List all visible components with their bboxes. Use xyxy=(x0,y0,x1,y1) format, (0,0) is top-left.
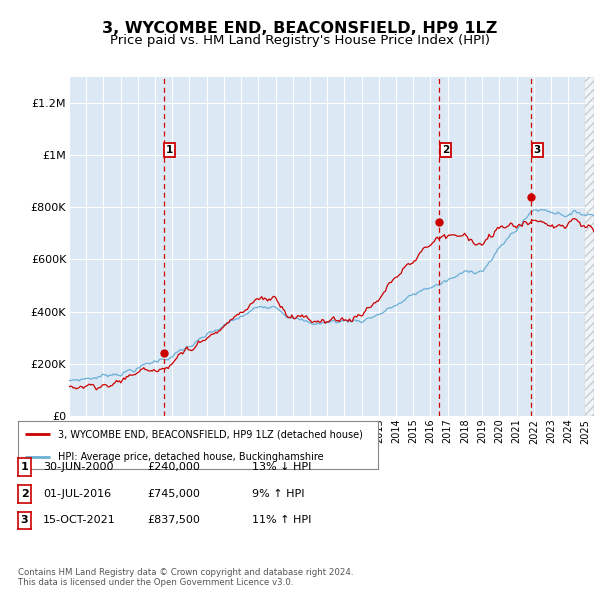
Text: Contains HM Land Registry data © Crown copyright and database right 2024.
This d: Contains HM Land Registry data © Crown c… xyxy=(18,568,353,587)
Text: 1: 1 xyxy=(166,145,173,155)
Text: 11% ↑ HPI: 11% ↑ HPI xyxy=(252,516,311,525)
Text: £745,000: £745,000 xyxy=(147,489,200,499)
Text: 9% ↑ HPI: 9% ↑ HPI xyxy=(252,489,305,499)
Text: 3: 3 xyxy=(533,145,541,155)
Text: 1: 1 xyxy=(21,463,28,472)
Text: Price paid vs. HM Land Registry's House Price Index (HPI): Price paid vs. HM Land Registry's House … xyxy=(110,34,490,47)
Text: 3: 3 xyxy=(21,516,28,525)
Text: HPI: Average price, detached house, Buckinghamshire: HPI: Average price, detached house, Buck… xyxy=(58,452,323,462)
Text: 3, WYCOMBE END, BEACONSFIELD, HP9 1LZ: 3, WYCOMBE END, BEACONSFIELD, HP9 1LZ xyxy=(103,21,497,35)
Text: 3, WYCOMBE END, BEACONSFIELD, HP9 1LZ (detached house): 3, WYCOMBE END, BEACONSFIELD, HP9 1LZ (d… xyxy=(58,429,362,439)
Text: 2: 2 xyxy=(21,489,28,499)
Text: 01-JUL-2016: 01-JUL-2016 xyxy=(43,489,112,499)
Text: 15-OCT-2021: 15-OCT-2021 xyxy=(43,516,116,525)
Text: £240,000: £240,000 xyxy=(147,463,200,472)
Text: 2: 2 xyxy=(442,145,449,155)
Text: £837,500: £837,500 xyxy=(147,516,200,525)
Text: 30-JUN-2000: 30-JUN-2000 xyxy=(43,463,114,472)
Text: 13% ↓ HPI: 13% ↓ HPI xyxy=(252,463,311,472)
